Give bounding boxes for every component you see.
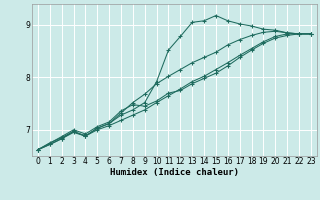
X-axis label: Humidex (Indice chaleur): Humidex (Indice chaleur) <box>110 168 239 177</box>
